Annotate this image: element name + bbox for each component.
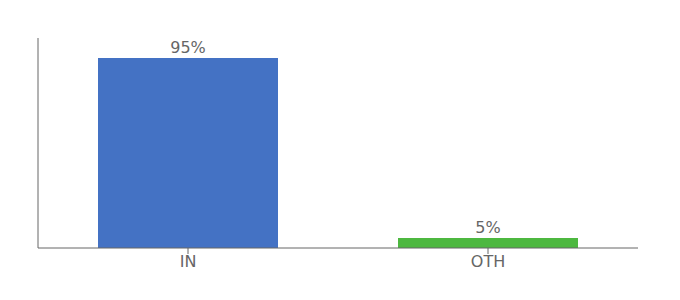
svg-text:95%: 95% [170,38,206,57]
svg-text:IN: IN [180,252,197,271]
svg-text:5%: 5% [475,218,500,237]
svg-text:OTH: OTH [471,252,505,271]
